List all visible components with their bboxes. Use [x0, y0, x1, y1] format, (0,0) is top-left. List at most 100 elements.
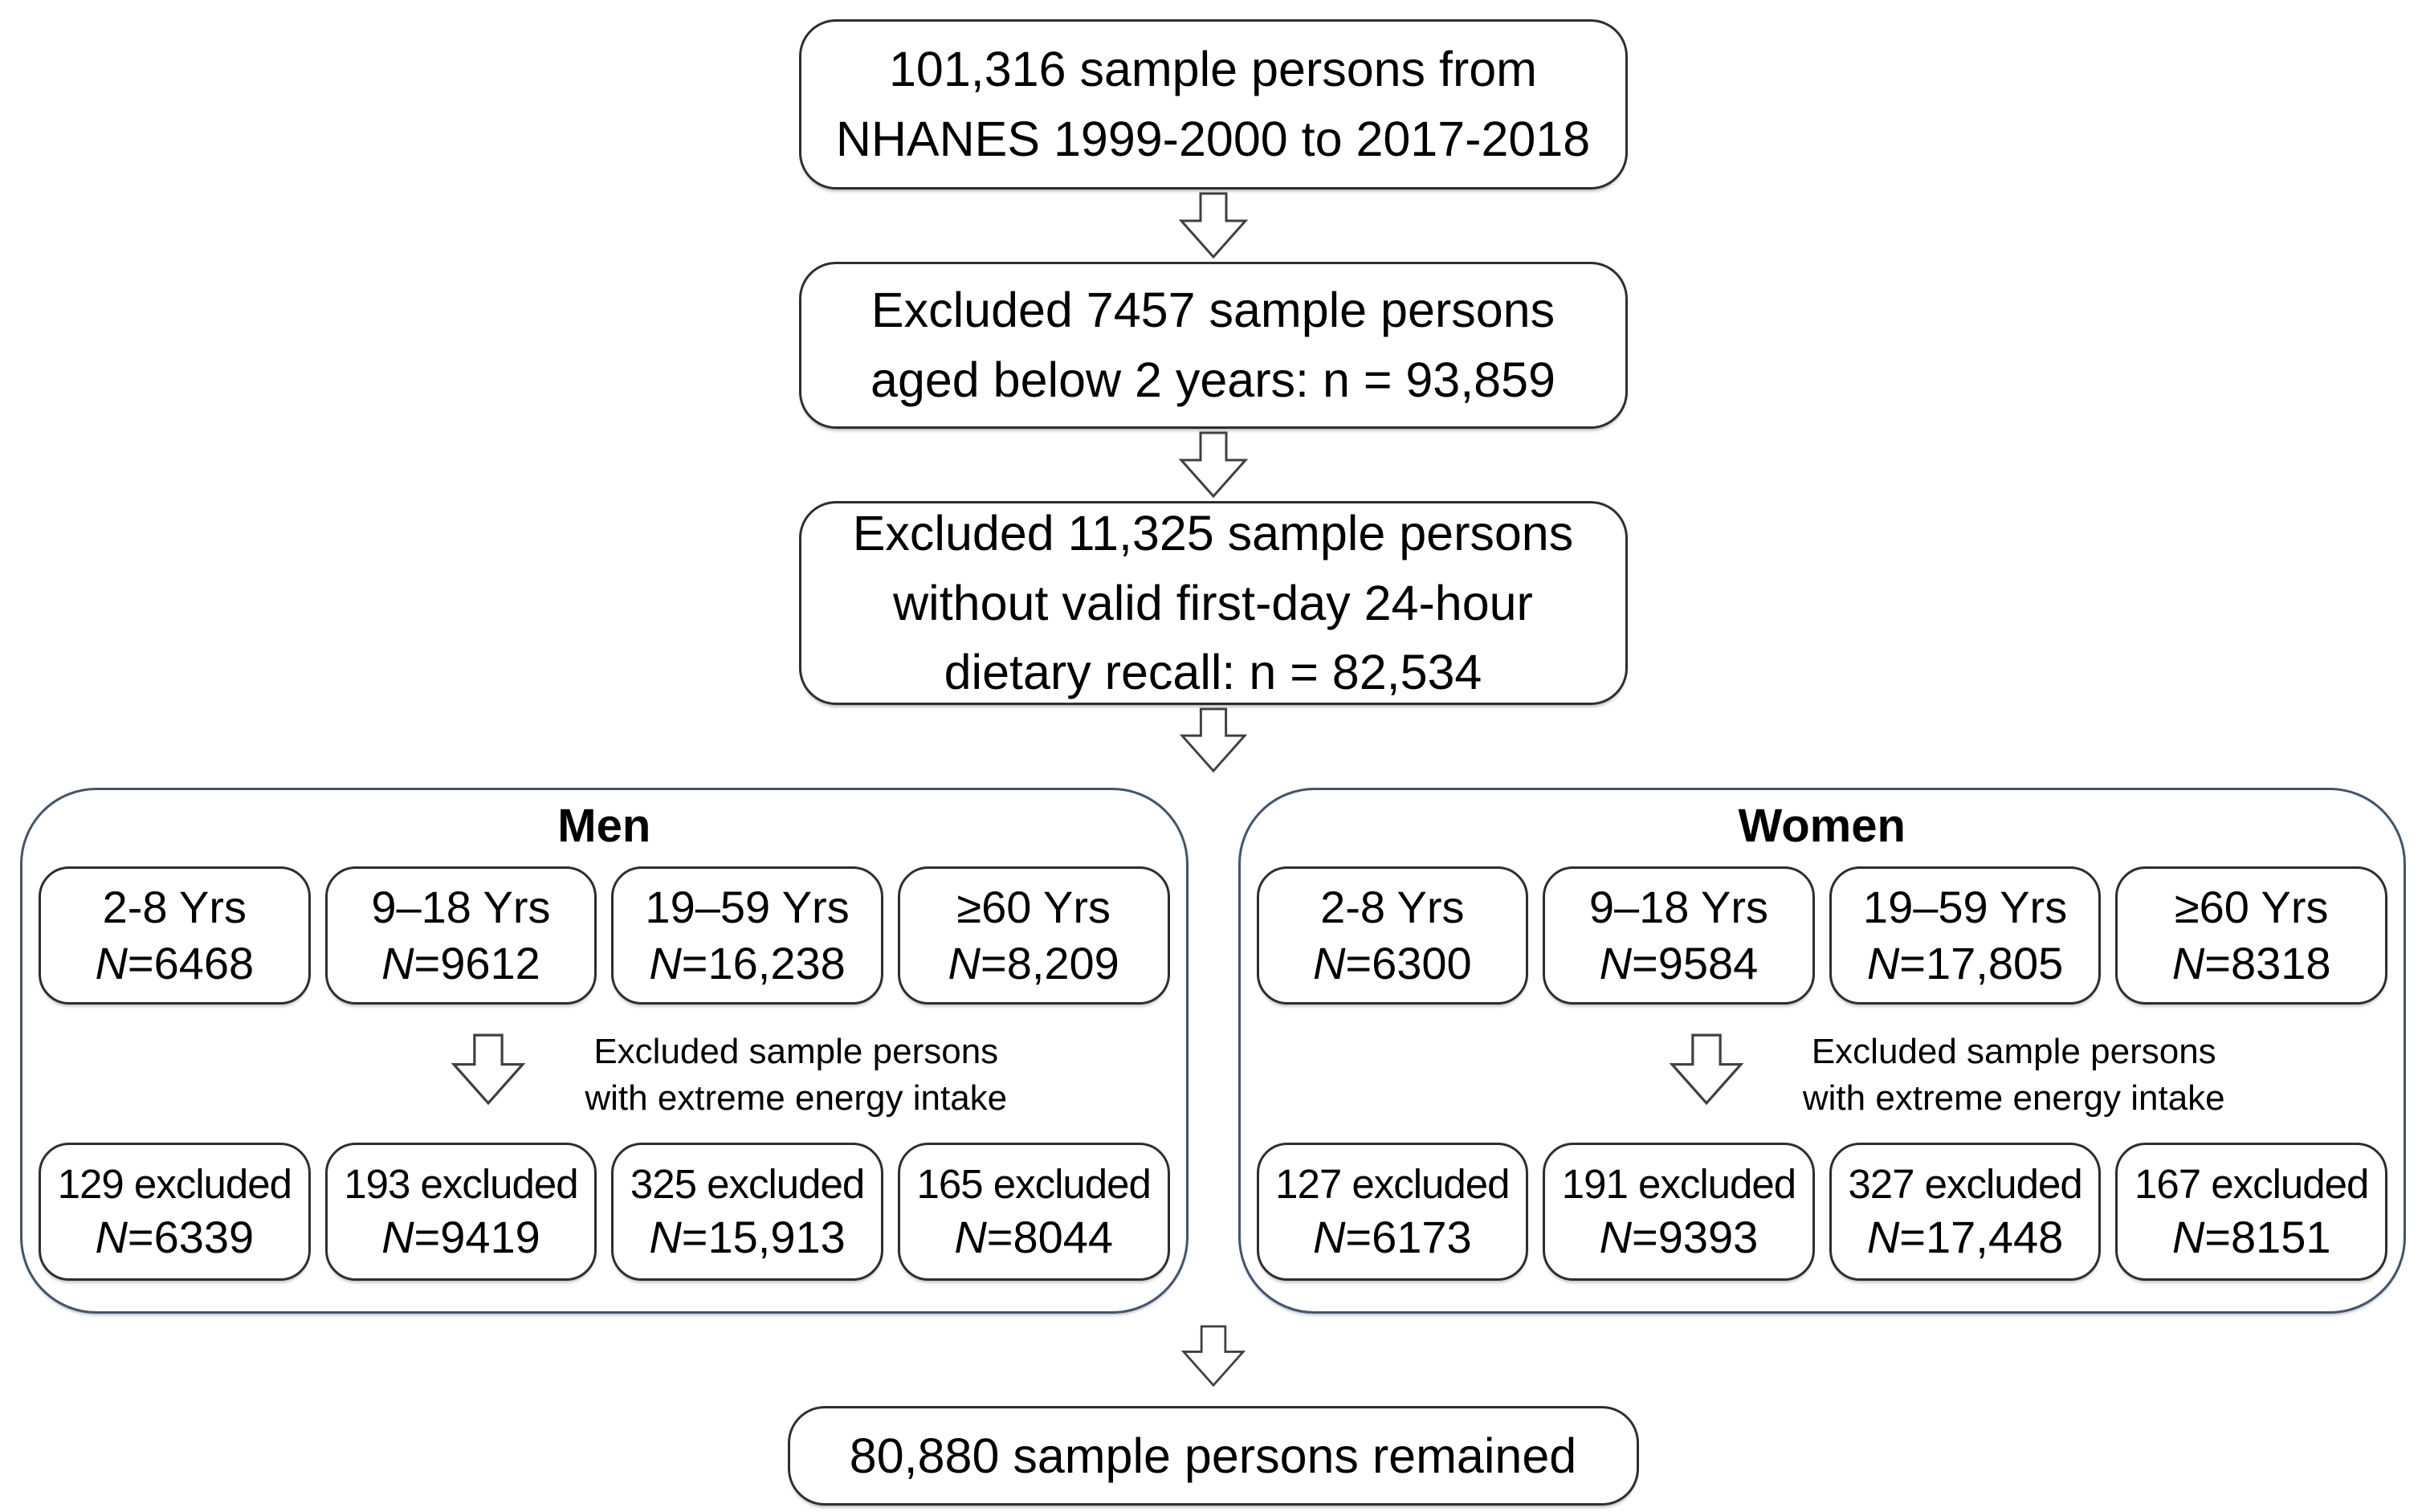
sample-size: N=8151 [2172, 1209, 2331, 1265]
down-arrow-icon [1172, 707, 1255, 773]
women-age-group-box-2: 9–18 Yrs N=9584 [1543, 866, 1815, 1005]
sample-size: N=17,805 [1867, 935, 2063, 991]
men-after-exclusion-row: 129 excluded N=6339 193 excluded N=9419 … [22, 1142, 1186, 1281]
n-symbol: N [948, 937, 981, 988]
men-age-groups-row: 2-8 Yrs N=6468 9–18 Yrs N=9612 19–59 Yrs… [22, 866, 1186, 1005]
sample-size: N=9612 [381, 935, 540, 991]
men-exclusion-note-line2: with extreme energy intake [585, 1078, 1008, 1118]
women-age-groups-row: 2-8 Yrs N=6300 9–18 Yrs N=9584 19–59 Yrs… [1241, 866, 2404, 1005]
women-age-group-box-3: 19–59 Yrs N=17,805 [1829, 866, 2102, 1005]
sample-size: N=8044 [954, 1209, 1113, 1265]
down-arrow-icon [1660, 1033, 1753, 1110]
sample-size: N=6468 [95, 935, 254, 991]
source-population-line2: NHANES 1999-2000 to 2017-2018 [835, 112, 1591, 166]
exclusion-age-box: Excluded 7457 sample persons aged below … [798, 262, 1628, 429]
n-symbol: N [2171, 1211, 2205, 1262]
n-value: =9393 [1632, 1211, 1759, 1262]
women-after-exclusion-box-2: 191 excluded N=9393 [1543, 1142, 1815, 1281]
down-arrow-icon [1173, 431, 1254, 499]
n-value: =17,805 [1899, 937, 2064, 988]
n-symbol: N [649, 937, 682, 988]
source-population-line1: 101,316 sample persons from [889, 42, 1537, 97]
n-symbol: N [381, 937, 414, 988]
women-exclusion-note-line2: with extreme energy intake [1802, 1078, 2225, 1118]
n-symbol: N [1312, 1211, 1346, 1262]
women-age-group-box-4: ≥60 Yrs N=8318 [2115, 866, 2387, 1005]
age-range: 9–18 Yrs [1588, 882, 1768, 933]
men-after-exclusion-box-1: 129 excluded N=6339 [39, 1142, 311, 1281]
exclusion-recall-line1: Excluded 11,325 sample persons [852, 506, 1574, 561]
excluded-count: 167 excluded [2134, 1160, 2369, 1207]
sample-size: N=15,913 [649, 1209, 845, 1265]
men-exclusion-note-line1: Excluded sample persons [593, 1031, 999, 1071]
n-symbol: N [2171, 937, 2205, 988]
men-panel: Men 2-8 Yrs N=6468 9–18 Yrs N=9612 19–59… [20, 788, 1189, 1314]
sample-size: N=8,209 [948, 935, 1119, 991]
men-exclusion-note: Excluded sample persons with extreme ene… [585, 1029, 1007, 1122]
men-panel-title: Men [557, 800, 651, 852]
exclusion-recall-line3: dietary recall: n = 82,534 [944, 645, 1482, 700]
men-age-group-box-4: ≥60 Yrs N=8,209 [897, 866, 1170, 1005]
excluded-count: 191 excluded [1561, 1160, 1796, 1207]
women-age-group-box-1: 2-8 Yrs N=6300 [1256, 866, 1529, 1005]
n-symbol: N [1866, 937, 1900, 988]
age-range: ≥60 Yrs [956, 882, 1111, 933]
n-value: =16,238 [681, 937, 846, 988]
age-range: 9–18 Yrs [371, 882, 551, 933]
n-symbol: N [649, 1211, 682, 1262]
down-arrow-icon [1173, 192, 1254, 259]
sample-size: N=9584 [1600, 935, 1759, 991]
men-exclusion-note-row: Excluded sample persons with extreme ene… [22, 1029, 1186, 1122]
n-symbol: N [1866, 1211, 1900, 1262]
n-value: =9584 [1632, 937, 1759, 988]
down-arrow-icon [442, 1033, 535, 1110]
n-value: =8044 [986, 1211, 1114, 1262]
excluded-count: 327 excluded [1848, 1160, 2082, 1207]
n-value: =9612 [414, 937, 540, 988]
excluded-count: 165 excluded [916, 1160, 1151, 1207]
n-symbol: N [95, 937, 128, 988]
n-symbol: N [1599, 1211, 1633, 1262]
men-after-exclusion-box-4: 165 excluded N=8044 [897, 1142, 1170, 1281]
age-range: 2-8 Yrs [102, 882, 247, 933]
n-value: =9419 [414, 1211, 540, 1262]
n-value: =6339 [127, 1211, 255, 1262]
exclusion-recall-line2: without valid first-day 24-hour [893, 575, 1533, 630]
n-symbol: N [954, 1211, 987, 1262]
n-value: =8151 [2204, 1211, 2331, 1262]
n-symbol: N [1312, 937, 1346, 988]
women-after-exclusion-box-3: 327 excluded N=17,448 [1829, 1142, 2102, 1281]
age-range: 19–59 Yrs [645, 882, 850, 933]
n-value: =6468 [127, 937, 255, 988]
women-after-exclusion-row: 127 excluded N=6173 191 excluded N=9393 … [1241, 1142, 2404, 1281]
men-after-exclusion-box-3: 325 excluded N=15,913 [611, 1142, 883, 1281]
excluded-count: 127 excluded [1275, 1160, 1510, 1207]
women-panel: Women 2-8 Yrs N=6300 9–18 Yrs N=9584 19–… [1237, 788, 2406, 1314]
women-after-exclusion-box-1: 127 excluded N=6173 [1256, 1142, 1529, 1281]
n-symbol: N [381, 1211, 414, 1262]
age-range: 19–59 Yrs [1862, 882, 2068, 933]
sample-size: N=6339 [95, 1209, 254, 1265]
n-value: =17,448 [1899, 1211, 2064, 1262]
age-range: 2-8 Yrs [1320, 882, 1465, 933]
men-age-group-box-3: 19–59 Yrs N=16,238 [611, 866, 883, 1005]
n-symbol: N [95, 1211, 128, 1262]
women-exclusion-note-row: Excluded sample persons with extreme ene… [1241, 1029, 2404, 1122]
age-range: ≥60 Yrs [2174, 882, 2329, 933]
n-value: =15,913 [681, 1211, 846, 1262]
exclusion-recall-box: Excluded 11,325 sample persons without v… [798, 501, 1628, 705]
women-exclusion-note-line1: Excluded sample persons [1811, 1031, 2216, 1071]
men-after-exclusion-box-2: 193 excluded N=9419 [324, 1142, 597, 1281]
sample-size: N=16,238 [649, 935, 845, 991]
source-population-box: 101,316 sample persons from NHANES 1999-… [798, 19, 1628, 190]
women-exclusion-note: Excluded sample persons with extreme ene… [1803, 1029, 2225, 1122]
exclusion-age-line1: Excluded 7457 sample persons [871, 283, 1555, 338]
final-sample-text: 80,880 sample persons remained [849, 1428, 1577, 1483]
gender-panels-row: Men 2-8 Yrs N=6468 9–18 Yrs N=9612 19–59… [0, 788, 2426, 1314]
sample-size: N=6173 [1313, 1209, 1472, 1265]
sample-size: N=17,448 [1867, 1209, 2063, 1265]
women-after-exclusion-box-4: 167 excluded N=8151 [2115, 1142, 2387, 1281]
sample-size: N=8318 [2172, 935, 2331, 991]
excluded-count: 193 excluded [344, 1160, 578, 1207]
